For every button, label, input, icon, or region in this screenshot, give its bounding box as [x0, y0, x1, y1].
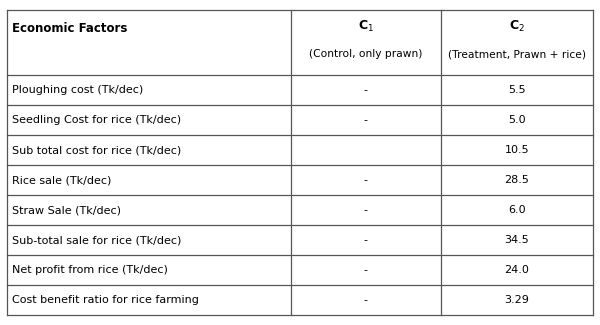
Text: 5.0: 5.0 — [508, 115, 526, 125]
Text: -: - — [364, 205, 368, 215]
Text: Rice sale (Tk/dec): Rice sale (Tk/dec) — [12, 176, 111, 185]
Text: -: - — [364, 176, 368, 185]
Text: 34.5: 34.5 — [504, 235, 529, 245]
Text: C$_2$: C$_2$ — [509, 19, 524, 34]
Text: (Treatment, Prawn + rice): (Treatment, Prawn + rice) — [448, 49, 586, 59]
Text: Economic Factors: Economic Factors — [12, 22, 127, 35]
Text: -: - — [364, 295, 368, 305]
Text: -: - — [364, 115, 368, 125]
Text: Sub total cost for rice (Tk/dec): Sub total cost for rice (Tk/dec) — [12, 145, 181, 155]
Text: Straw Sale (Tk/dec): Straw Sale (Tk/dec) — [12, 205, 121, 215]
Text: 3.29: 3.29 — [504, 295, 529, 305]
Text: Sub-total sale for rice (Tk/dec): Sub-total sale for rice (Tk/dec) — [12, 235, 181, 245]
Text: (Control, only prawn): (Control, only prawn) — [309, 49, 422, 59]
Text: C$_1$: C$_1$ — [358, 19, 374, 34]
Text: 10.5: 10.5 — [505, 145, 529, 155]
Text: Net profit from rice (Tk/dec): Net profit from rice (Tk/dec) — [12, 265, 168, 275]
Text: 28.5: 28.5 — [504, 176, 529, 185]
Text: -: - — [364, 235, 368, 245]
Text: -: - — [364, 85, 368, 96]
Text: -: - — [364, 265, 368, 275]
Text: 24.0: 24.0 — [504, 265, 529, 275]
Text: 5.5: 5.5 — [508, 85, 526, 96]
Text: Ploughing cost (Tk/dec): Ploughing cost (Tk/dec) — [12, 85, 143, 96]
Text: Cost benefit ratio for rice farming: Cost benefit ratio for rice farming — [12, 295, 199, 305]
Text: 6.0: 6.0 — [508, 205, 526, 215]
Text: Seedling Cost for rice (Tk/dec): Seedling Cost for rice (Tk/dec) — [12, 115, 181, 125]
